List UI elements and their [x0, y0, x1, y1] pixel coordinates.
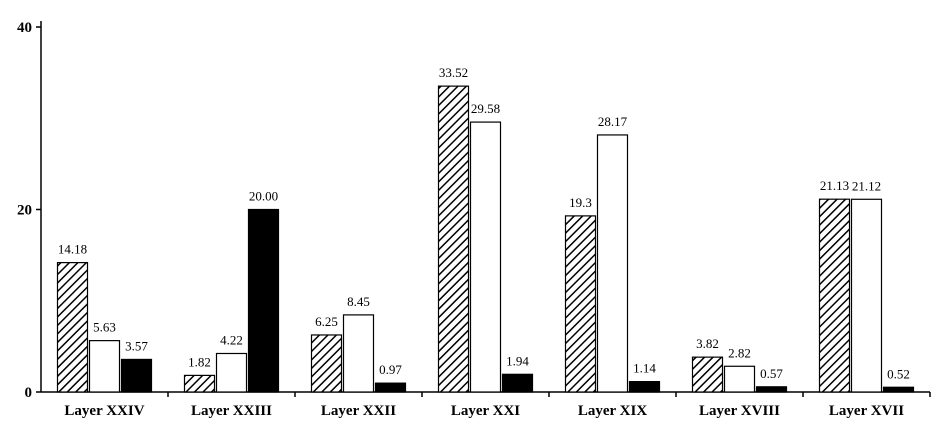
- bar-white: [88, 340, 121, 393]
- y-tick-label: 40: [17, 20, 32, 36]
- bar-black: [120, 358, 153, 393]
- bar-black: [501, 373, 534, 393]
- data-label: 1.94: [506, 353, 529, 368]
- data-label: 1.82: [188, 354, 211, 369]
- data-label: 2.82: [728, 345, 751, 360]
- category-label: Layer XVIII: [699, 403, 780, 419]
- data-label: 4.22: [220, 332, 243, 347]
- category-label: Layer XXI: [451, 403, 520, 419]
- bar-hatched: [691, 356, 724, 393]
- bar-white: [469, 121, 502, 393]
- bar-white: [723, 365, 756, 393]
- category-label: Layer XIX: [578, 403, 647, 419]
- bar-hatched: [564, 215, 597, 393]
- category-label: Layer XXIV: [64, 403, 144, 419]
- bar-white: [596, 134, 629, 393]
- data-label: 20.00: [249, 189, 278, 204]
- bar-hatched: [56, 262, 89, 393]
- data-label: 3.82: [696, 336, 719, 351]
- bar-hatched: [310, 334, 343, 393]
- data-label: 0.57: [760, 366, 783, 381]
- bar-black: [374, 382, 407, 393]
- data-label: 19.3: [569, 195, 592, 210]
- y-tick-label: 0: [25, 385, 33, 401]
- data-label: 5.63: [93, 320, 116, 335]
- bar-white: [850, 198, 883, 393]
- category-label: Layer XXII: [321, 403, 396, 419]
- data-label: 21.12: [852, 178, 881, 193]
- data-label: 6.25: [315, 314, 338, 329]
- bar-hatched: [183, 374, 216, 393]
- data-label: 3.57: [125, 338, 148, 353]
- bar-white: [215, 352, 248, 393]
- chart-labels: Layer XXIV Layer XXIII Layer XXII Layer XXI…: [58, 65, 910, 419]
- data-label: 0.52: [887, 366, 910, 381]
- data-label: 0.97: [379, 362, 402, 377]
- y-tick-label: 20: [17, 203, 32, 219]
- bar-hatched: [437, 85, 470, 393]
- data-label: 1.14: [633, 361, 656, 376]
- data-label: 8.45: [347, 294, 370, 309]
- data-label: 21.13: [820, 178, 849, 193]
- data-label: 28.17: [598, 114, 628, 129]
- bar-black: [247, 208, 280, 393]
- category-label: Layer XXIII: [191, 403, 272, 419]
- bar-hatched: [818, 198, 851, 393]
- category-label: Layer XVII: [829, 403, 904, 419]
- bar-black: [755, 386, 788, 393]
- bar-black: [628, 380, 661, 393]
- bar-black: [882, 386, 915, 393]
- data-label: 33.52: [439, 65, 468, 80]
- chart-bars: [56, 85, 915, 393]
- data-label: 14.18: [58, 242, 87, 257]
- bar-white: [342, 314, 375, 393]
- data-label: 29.58: [471, 101, 500, 116]
